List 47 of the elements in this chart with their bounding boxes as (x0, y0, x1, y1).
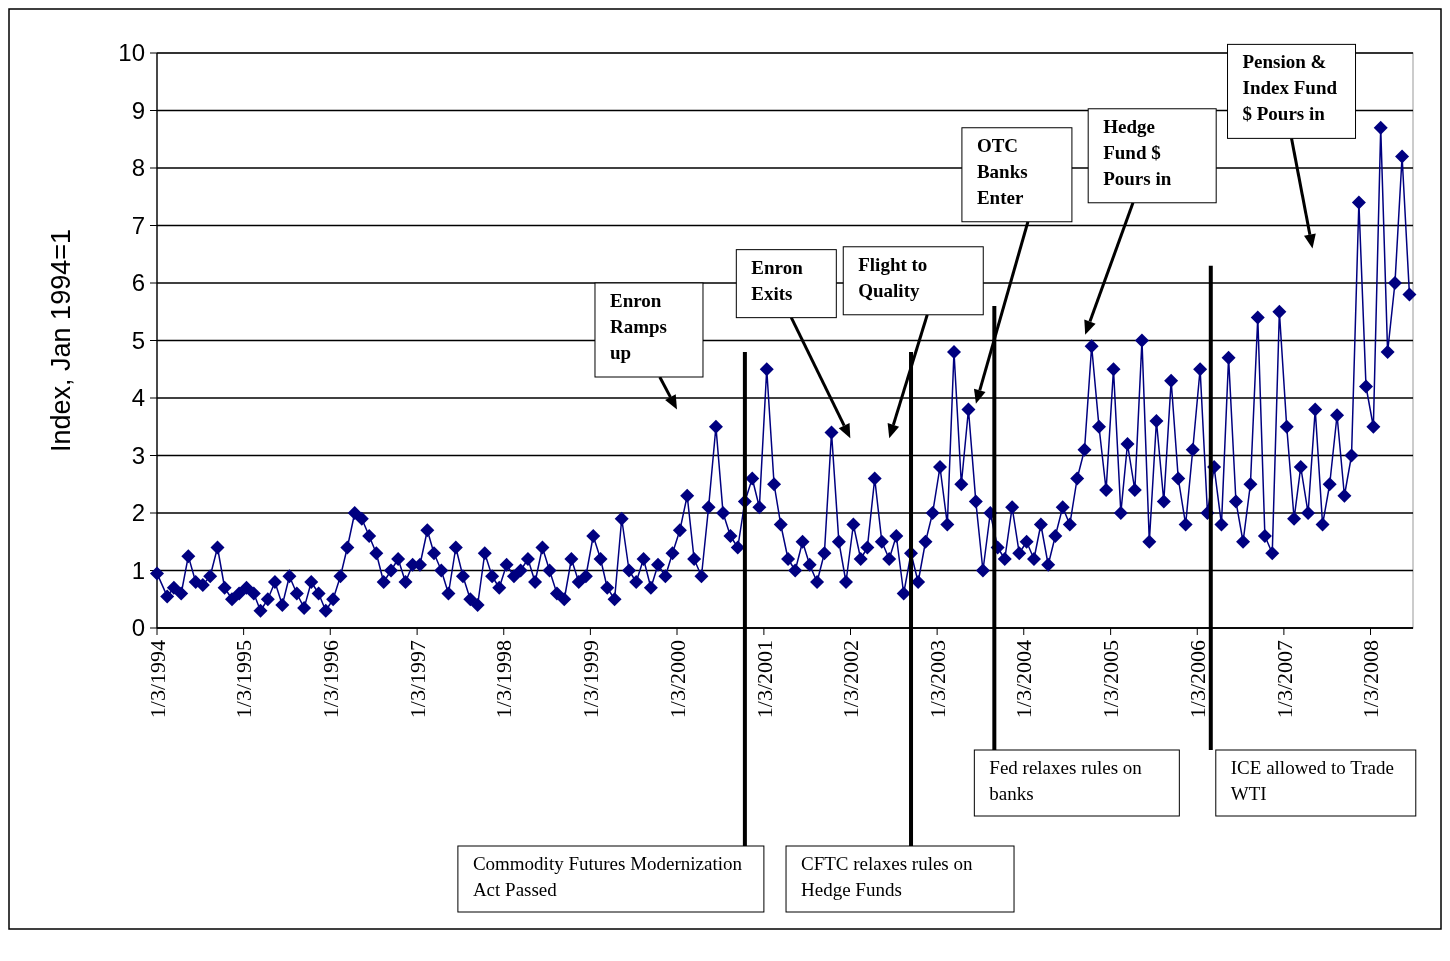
y-tick-label: 4 (131, 384, 145, 412)
y-tick-label: 0 (131, 614, 145, 642)
x-tick-label: 1/3/1997 (404, 640, 430, 719)
y-tick-label: 8 (131, 154, 145, 182)
y-tick-label: 9 (131, 96, 145, 124)
x-tick-label: 1/3/2000 (664, 640, 690, 719)
annotation: Enron Exits (751, 256, 804, 304)
x-tick-label: 1/3/2008 (1358, 640, 1384, 719)
text-box: CFTC relaxes rules on Hedge Funds (785, 845, 1015, 913)
ref-line-label: ICE allowed to Trade WTI (1230, 757, 1394, 804)
y-tick-label: 2 (131, 499, 145, 527)
annotation: Pension & Index Fund $ Pours in (1242, 51, 1338, 125)
y-tick-label: 7 (131, 211, 145, 239)
y-tick-label: 10 (118, 39, 145, 67)
text-box: Hedge Fund $ Pours in (1087, 108, 1217, 204)
x-tick-label: 1/3/1999 (578, 640, 604, 719)
x-tick-label: 1/3/1994 (144, 640, 170, 719)
text-box: OTC Banks Enter (961, 127, 1073, 223)
x-tick-label: 1/3/2004 (1011, 640, 1037, 719)
x-tick-label: 1/3/2005 (1098, 640, 1124, 719)
text-box: Commodity Futures Modernization Act Passed (457, 845, 765, 913)
ref-line-label: Fed relaxes rules on banks (989, 757, 1143, 804)
y-tick-label: 1 (131, 556, 145, 584)
y-tick-label: 3 (131, 441, 145, 469)
x-tick-label: 1/3/2003 (924, 640, 950, 719)
text-box: ICE allowed to Trade WTI (1215, 749, 1417, 817)
y-tick-label: 6 (131, 269, 145, 297)
text-box: Pension & Index Fund $ Pours in (1227, 43, 1356, 139)
annotation: Enron Ramps up (609, 290, 667, 363)
text-box: Flight to Quality (842, 246, 984, 316)
x-tick-label: 1/3/1995 (231, 640, 257, 719)
text-box: Enron Exits (735, 249, 837, 319)
ref-line-label: CFTC relaxes rules on Hedge Funds (801, 853, 974, 900)
ref-line-label: Commodity Futures Modernization Act Passed (472, 853, 743, 900)
x-tick-label: 1/3/1996 (317, 640, 343, 719)
text-box: Enron Ramps up (594, 282, 704, 378)
annotation: Flight to Quality (858, 253, 928, 301)
x-tick-label: 1/3/1998 (491, 640, 517, 719)
x-tick-label: 1/3/2007 (1271, 640, 1297, 719)
text-box: Fed relaxes rules on banks (973, 749, 1180, 817)
x-tick-label: 1/3/2001 (751, 640, 777, 719)
x-tick-label: 1/3/2006 (1184, 640, 1210, 719)
annotation: Hedge Fund $ Pours in (1103, 115, 1172, 189)
x-tick-label: 1/3/2002 (838, 640, 864, 719)
y-tick-label: 5 (131, 326, 145, 354)
y-axis-title: Index, Jan 1994=1 (46, 229, 76, 452)
annotation: OTC Banks Enter (976, 134, 1028, 208)
